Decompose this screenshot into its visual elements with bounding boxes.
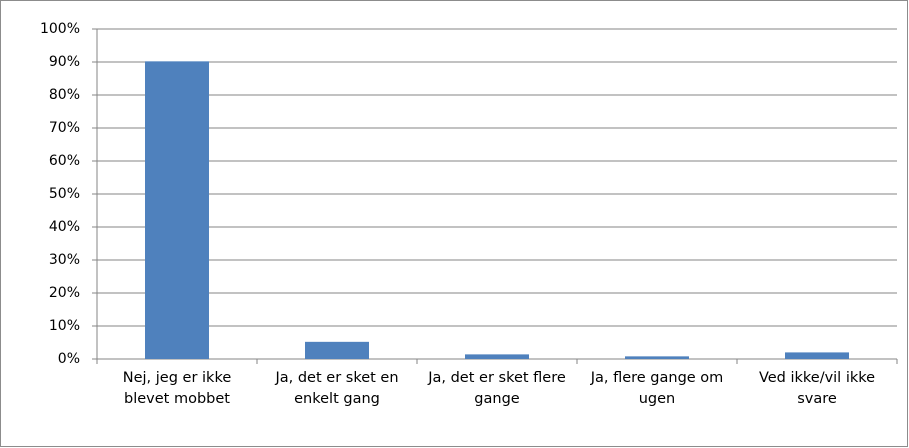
y-tick-label: 90% bbox=[49, 54, 80, 70]
x-tick-label: Ja, flere gange om ugen bbox=[590, 370, 724, 407]
y-tick-label: 20% bbox=[49, 285, 80, 301]
y-tick-label: 100% bbox=[40, 21, 80, 37]
y-tick-label: 30% bbox=[49, 252, 80, 268]
y-tick-label: 50% bbox=[49, 186, 80, 202]
x-tick-label: Ved ikke/vil ikke svare bbox=[758, 370, 876, 407]
y-tick-label: 40% bbox=[49, 219, 80, 235]
x-tick-label-box: Ja, det er sket flere gange bbox=[428, 370, 566, 407]
y-tick-label: 80% bbox=[49, 87, 80, 103]
bar bbox=[145, 61, 209, 360]
y-tick-label: 0% bbox=[58, 351, 80, 367]
bar bbox=[305, 341, 369, 359]
y-tick-label: 70% bbox=[49, 120, 80, 136]
x-tick-label: Nej, jeg er ikke blevet mobbet bbox=[122, 370, 232, 407]
x-tick-label-box: Ved ikke/vil ikke svare bbox=[758, 370, 876, 407]
bar bbox=[625, 356, 689, 359]
y-tick-label: 10% bbox=[49, 318, 80, 334]
bar bbox=[785, 352, 849, 359]
bar bbox=[465, 354, 529, 359]
x-tick-label: Ja, det er sket en enkelt gang bbox=[275, 370, 399, 407]
x-tick-label-box: Ja, det er sket en enkelt gang bbox=[275, 370, 399, 407]
x-tick-label-box: Nej, jeg er ikke blevet mobbet bbox=[122, 370, 232, 407]
x-tick-label: Ja, det er sket flere gange bbox=[428, 370, 566, 407]
x-tick-label-box: Ja, flere gange om ugen bbox=[590, 370, 724, 407]
y-tick-label: 60% bbox=[49, 153, 80, 169]
